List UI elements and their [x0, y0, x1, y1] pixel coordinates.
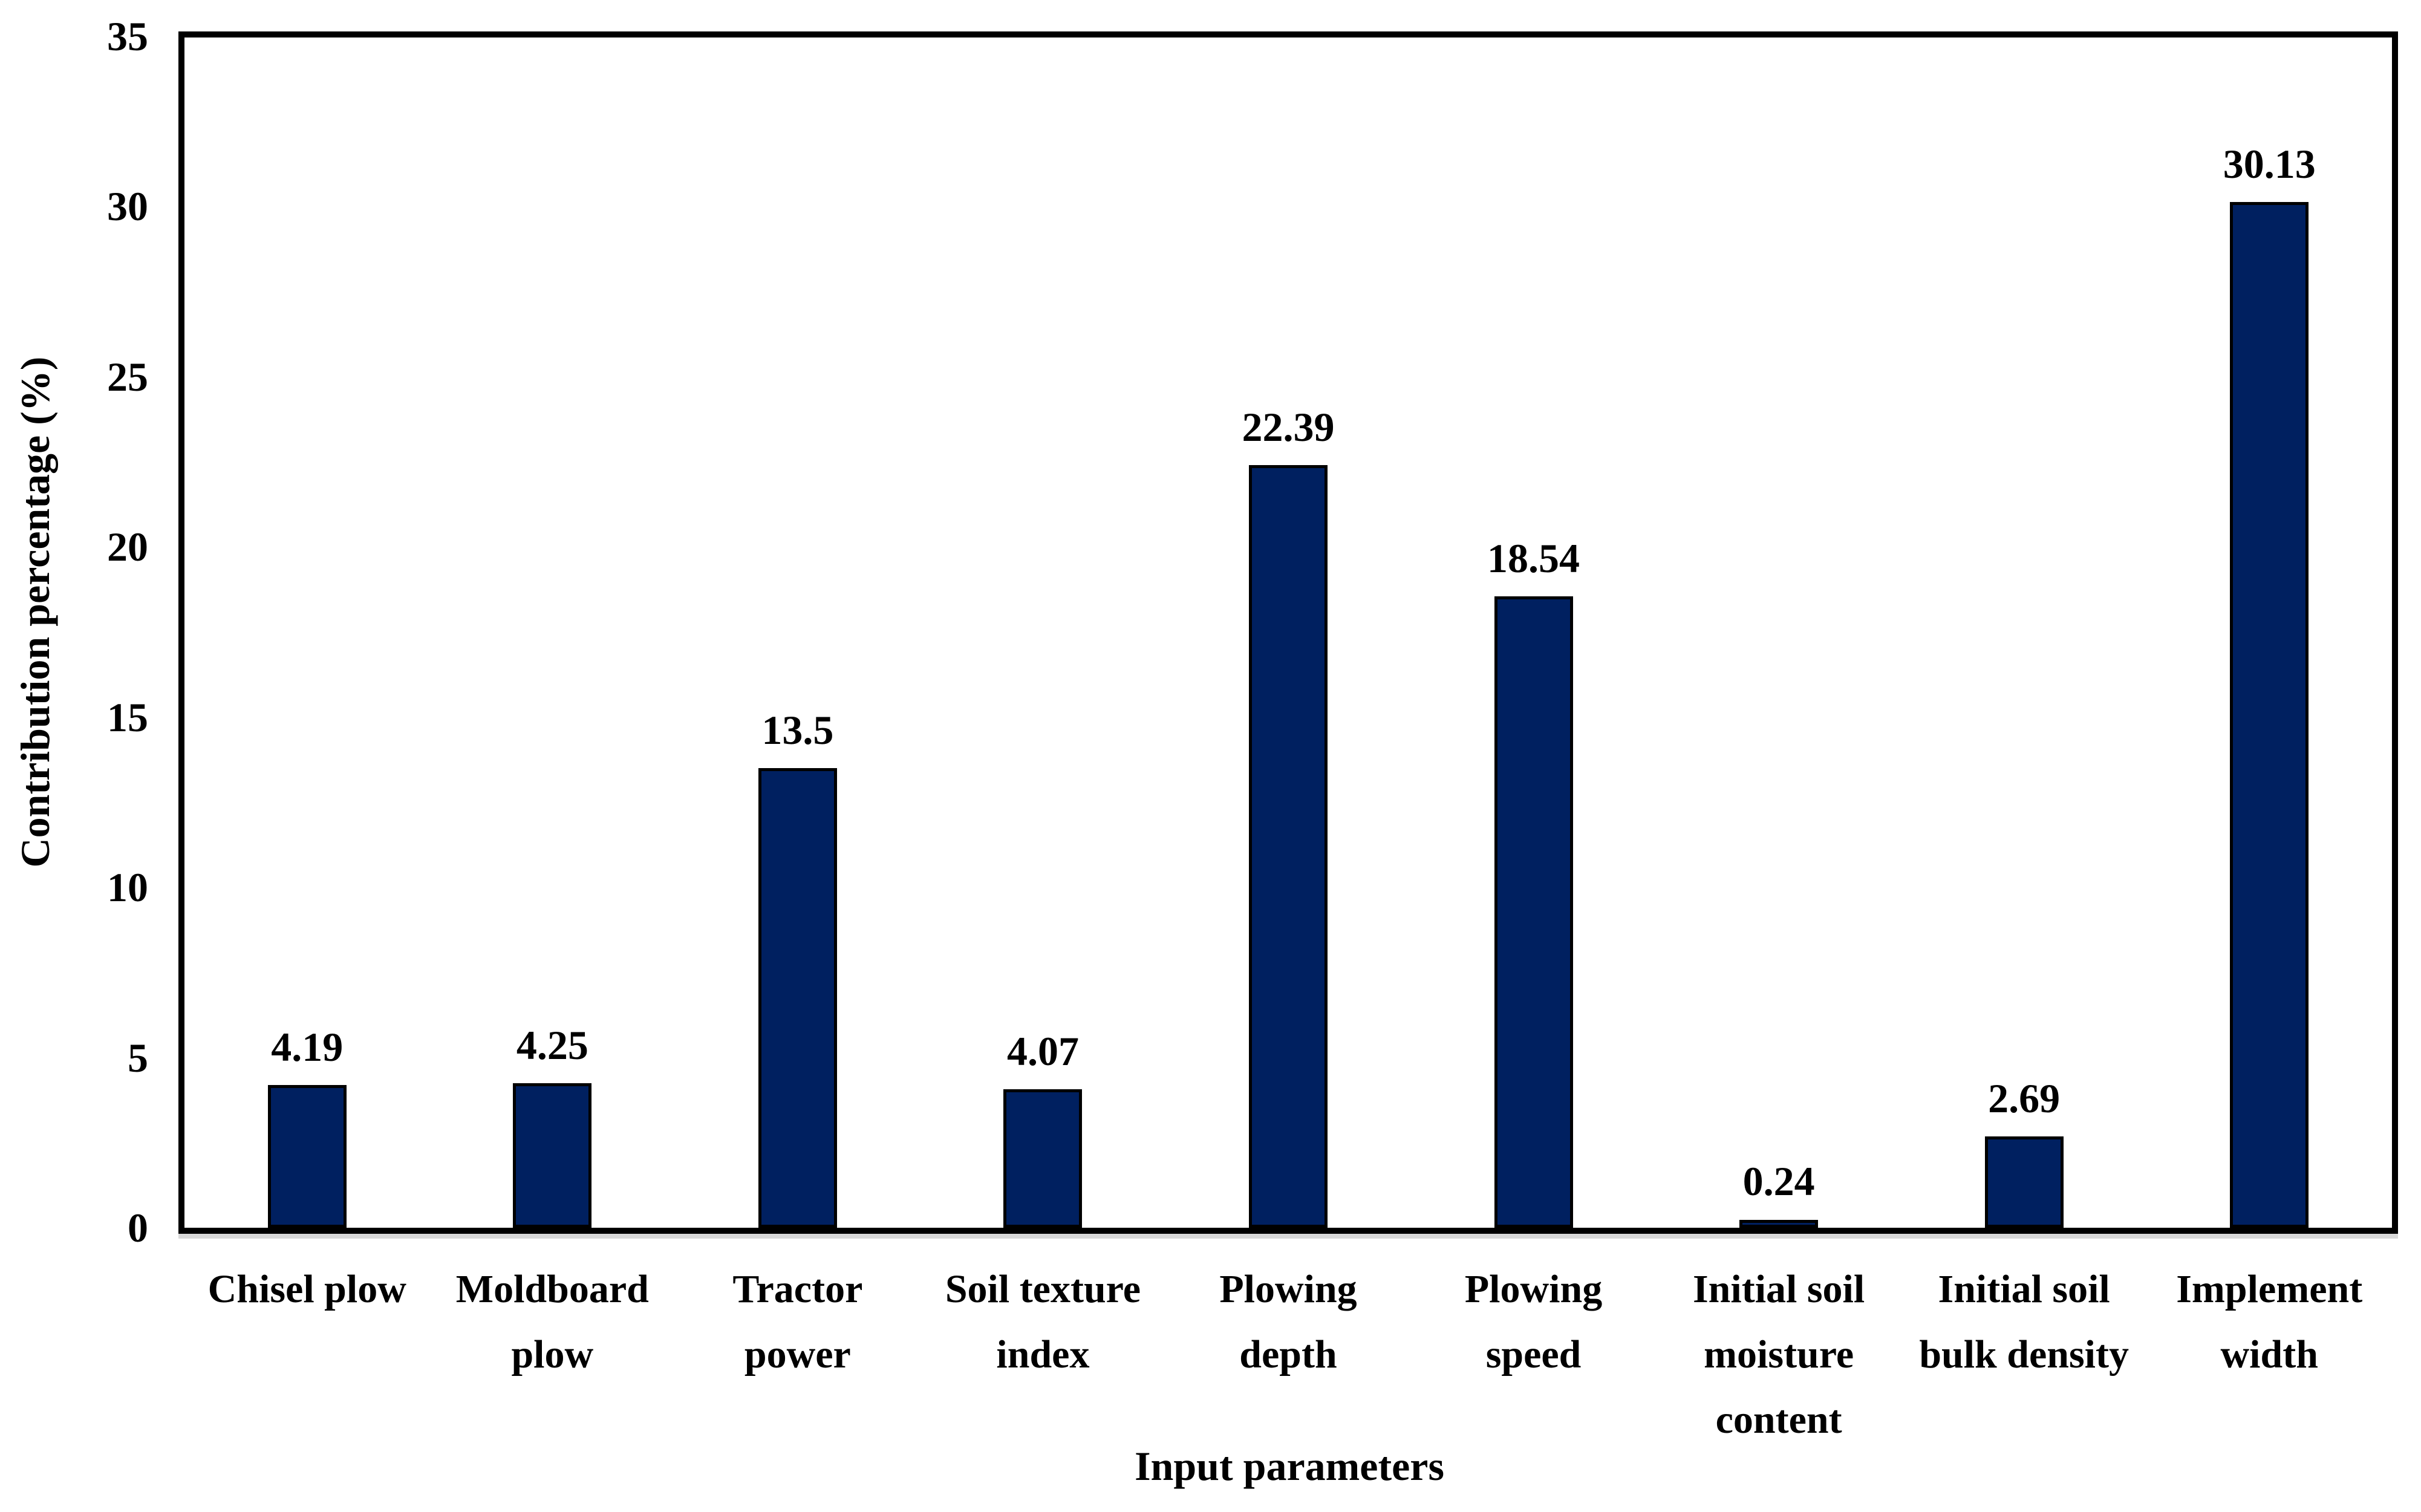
- bar: [1249, 465, 1328, 1228]
- bar: [513, 1083, 592, 1228]
- bar: [1003, 1089, 1083, 1228]
- bar: [1984, 1136, 2064, 1228]
- y-axis-title: Contribution percentage (%): [12, 356, 58, 868]
- bar-value-label: 4.19: [271, 1024, 344, 1070]
- y-tick-label: 35: [107, 13, 148, 59]
- y-tick-label: 10: [107, 864, 148, 910]
- y-tick-label: 5: [128, 1034, 148, 1081]
- x-category-label: Initial soil bulk density: [1919, 1267, 2129, 1377]
- bar-value-label: 13.5: [761, 706, 834, 753]
- x-category-label: Plowing speed: [1464, 1267, 1603, 1377]
- y-tick-label: 15: [107, 694, 148, 740]
- axis-shadow-line: [178, 1234, 2398, 1239]
- x-category-label: Soil texture index: [945, 1267, 1141, 1377]
- x-axis-title: Input parameters: [1135, 1443, 1444, 1489]
- x-category-label: Chisel plow: [207, 1267, 406, 1311]
- x-category-label: Tractor power: [732, 1267, 863, 1377]
- bar-value-label: 4.07: [1006, 1028, 1079, 1074]
- bar: [2230, 201, 2309, 1228]
- bar-value-label: 30.13: [2223, 140, 2316, 187]
- bar: [267, 1085, 347, 1228]
- bar: [758, 767, 837, 1228]
- x-category-label: Plowing depth: [1219, 1267, 1357, 1377]
- bar-value-label: 4.25: [516, 1022, 588, 1068]
- x-category-label: Initial soil moisture content: [1692, 1267, 1865, 1442]
- x-category-label: Implement width: [2176, 1267, 2363, 1377]
- bar-value-label: 18.54: [1487, 535, 1580, 582]
- bar-value-label: 0.24: [1742, 1158, 1815, 1205]
- bar-value-label: 2.69: [1988, 1075, 2061, 1121]
- y-tick-label: 0: [128, 1205, 148, 1251]
- bar: [1494, 596, 1573, 1228]
- bar: [1739, 1219, 1819, 1228]
- y-tick-label: 25: [107, 353, 148, 400]
- y-tick-label: 20: [107, 524, 148, 570]
- y-tick-label: 30: [107, 183, 148, 229]
- bar-value-label: 22.39: [1242, 404, 1335, 451]
- x-category-label: Moldboard plow: [455, 1267, 649, 1377]
